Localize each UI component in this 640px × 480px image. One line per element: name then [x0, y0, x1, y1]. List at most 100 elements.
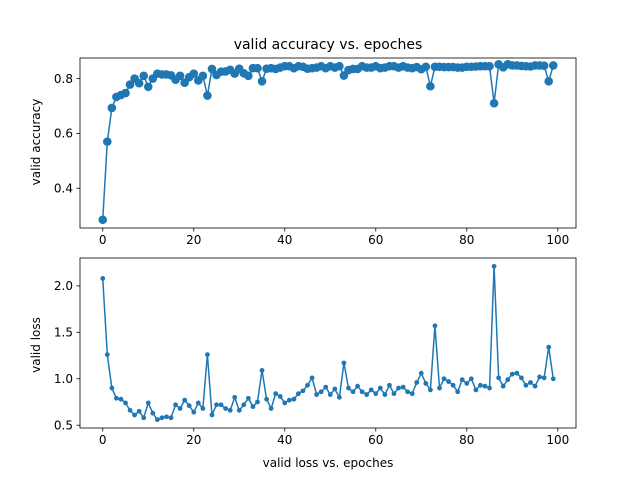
loss-data-point — [305, 382, 310, 388]
loss-data-point — [368, 387, 374, 393]
loss-data-point — [291, 396, 297, 402]
loss-data-point — [373, 391, 379, 397]
accuracy-plot-frame — [79, 57, 577, 229]
accuracy-data-point — [544, 77, 553, 86]
loss-x-tick-label: 100 — [546, 433, 569, 447]
loss-data-point — [546, 344, 552, 350]
loss-data-point — [382, 392, 388, 397]
loss-x-tick-label: 20 — [186, 433, 201, 447]
loss-data-point — [346, 385, 351, 391]
accuracy-data-point — [143, 82, 153, 92]
loss-data-point — [500, 383, 506, 389]
loss-data-point — [350, 389, 356, 395]
loss-data-point — [268, 406, 274, 411]
loss-data-point — [391, 391, 397, 397]
loss-plot-frame — [79, 257, 577, 429]
accuracy-x-tick-label: 60 — [368, 233, 383, 247]
loss-data-point — [336, 394, 342, 400]
loss-data-point — [195, 400, 201, 406]
loss-data-point — [341, 360, 347, 366]
loss-data-point — [209, 412, 215, 418]
loss-data-point — [223, 406, 229, 411]
loss-data-point — [296, 391, 301, 397]
loss-data-point — [509, 371, 515, 377]
accuracy-data-point — [426, 81, 435, 91]
accuracy-data-point — [121, 88, 130, 98]
accuracy-data-point — [253, 63, 262, 73]
accuracy-data-point — [257, 77, 267, 86]
loss-data-point — [159, 415, 165, 421]
loss-data-point — [100, 276, 106, 281]
loss-data-point — [173, 402, 178, 408]
accuracy-x-tick-label: 40 — [277, 233, 292, 247]
loss-data-point — [414, 380, 420, 385]
loss-data-point — [491, 263, 497, 269]
loss-data-point — [236, 407, 242, 413]
loss-y-axis-label: valid loss — [29, 317, 43, 373]
loss-data-point — [478, 382, 483, 388]
loss-series-layer — [100, 263, 556, 423]
accuracy-data-point — [103, 137, 112, 146]
accuracy-plot-title: valid accuracy vs. epoches — [234, 37, 423, 53]
loss-data-point — [136, 408, 142, 414]
loss-data-point — [145, 400, 151, 406]
loss-data-point — [496, 375, 502, 381]
loss-data-point — [282, 400, 288, 406]
loss-data-point — [541, 375, 547, 381]
loss-y-tick-label: 1.5 — [54, 326, 73, 340]
loss-data-point — [104, 352, 110, 358]
loss-data-point — [164, 414, 169, 420]
loss-data-point — [437, 385, 442, 391]
loss-data-point — [277, 394, 283, 399]
loss-data-point — [191, 409, 197, 415]
loss-data-point — [300, 388, 306, 394]
loss-data-point — [154, 417, 160, 423]
loss-data-point — [364, 392, 370, 397]
accuracy-data-point — [198, 71, 208, 81]
loss-data-point — [132, 412, 138, 418]
loss-data-point — [250, 404, 256, 410]
loss-data-point — [514, 370, 520, 376]
loss-data-point — [377, 385, 383, 391]
loss-data-point — [532, 383, 538, 389]
loss-data-point — [418, 370, 424, 376]
loss-data-point — [114, 395, 119, 401]
loss-data-point — [218, 402, 224, 408]
accuracy-plot: valid accuracy vs. epoches valid accurac… — [29, 37, 577, 247]
loss-data-point — [523, 382, 529, 388]
loss-data-point — [355, 383, 360, 389]
loss-data-point — [423, 381, 429, 386]
loss-data-point — [332, 386, 338, 392]
loss-data-point — [150, 410, 156, 416]
loss-data-point — [396, 385, 401, 391]
loss-tick-layer: 0 20 40 60 80 100 0.5 1.0 1.5 2.0 — [54, 279, 569, 447]
loss-data-point — [109, 385, 115, 391]
loss-data-point — [241, 402, 247, 408]
loss-data-point — [359, 389, 365, 395]
accuracy-data-point — [244, 71, 253, 81]
accuracy-y-tick-label: 0.6 — [54, 127, 73, 141]
loss-data-point — [441, 376, 447, 382]
loss-data-point — [405, 389, 411, 395]
loss-data-point — [118, 396, 124, 402]
accuracy-y-tick-label: 0.4 — [54, 182, 73, 196]
loss-data-point — [323, 384, 329, 390]
loss-plot: valid loss vs. epoches valid loss 0 20 40 6… — [29, 257, 577, 470]
accuracy-data-point — [421, 62, 431, 72]
loss-x-tick-label: 60 — [368, 433, 383, 447]
loss-data-point — [255, 399, 260, 405]
accuracy-data-point — [175, 71, 185, 81]
loss-data-point — [446, 379, 451, 384]
accuracy-x-tick-label: 20 — [186, 233, 201, 247]
loss-data-point — [314, 392, 320, 397]
accuracy-data-point — [489, 98, 499, 108]
accuracy-data-point — [139, 71, 149, 81]
loss-data-point — [450, 382, 456, 388]
loss-data-point — [387, 382, 392, 388]
accuracy-series-layer — [98, 60, 558, 225]
loss-data-point — [264, 396, 269, 402]
accuracy-x-tick-label: 100 — [546, 233, 569, 247]
loss-data-point — [205, 352, 210, 358]
